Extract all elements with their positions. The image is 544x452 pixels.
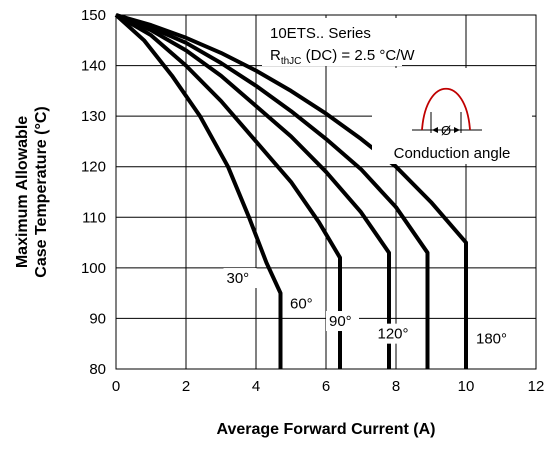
y-axis-label-line2: Case Temperature (°C) bbox=[33, 106, 50, 277]
series-labels: 30° 60° 90° 120° 180° bbox=[223, 268, 515, 349]
series-label-bg bbox=[473, 328, 515, 349]
series-label: 30° bbox=[227, 270, 250, 287]
x-tick-label: 6 bbox=[322, 378, 330, 395]
series-label-bg bbox=[326, 311, 359, 332]
inset-angle-symbol: Ø bbox=[441, 123, 451, 138]
rth-subscript: thJC bbox=[281, 56, 302, 67]
y-tick-label: 100 bbox=[81, 260, 106, 277]
y-tick-label: 140 bbox=[81, 58, 106, 75]
x-tick-label: 2 bbox=[182, 378, 190, 395]
y-tick-label: 90 bbox=[89, 310, 106, 327]
series-line bbox=[114, 13, 283, 369]
y-tick-label: 120 bbox=[81, 159, 106, 176]
series-layer bbox=[114, 13, 468, 369]
y-tick-label: 150 bbox=[81, 7, 106, 24]
series-title-text: 10ETS.. Series bbox=[270, 25, 371, 42]
y-axis-label-line1: Maximum Allowable bbox=[14, 116, 31, 268]
conduction-angle-caption: Conduction angle bbox=[394, 145, 511, 162]
series-line bbox=[115, 13, 391, 369]
annotation-box: 10ETS.. Series RthJC (DC) = 2.5 °C/W bbox=[262, 18, 415, 67]
x-tick-label: 12 bbox=[528, 378, 544, 395]
thermal-resistance-text: RthJC (DC) = 2.5 °C/W bbox=[270, 47, 415, 67]
series-label: 180° bbox=[476, 331, 507, 348]
x-tick-label: 0 bbox=[112, 378, 120, 395]
rth-symbol: R bbox=[270, 47, 281, 64]
series-label-bg bbox=[223, 268, 257, 289]
y-tick-label: 80 bbox=[89, 361, 106, 378]
series-label-bg bbox=[287, 293, 320, 314]
y-tick-label: 110 bbox=[82, 209, 106, 226]
series-label: 120° bbox=[378, 326, 409, 343]
rth-value: (DC) = 2.5 °C/W bbox=[301, 47, 415, 64]
series-label-bg bbox=[374, 323, 417, 344]
half-sine-wave-icon bbox=[421, 88, 471, 131]
x-tick-label: 8 bbox=[392, 378, 400, 395]
plot-frame bbox=[115, 14, 537, 370]
series-label: 60° bbox=[290, 295, 313, 312]
y-tick-label: 130 bbox=[81, 108, 106, 125]
series-label: 90° bbox=[329, 313, 352, 330]
x-tick-label: 10 bbox=[458, 378, 475, 395]
conduction-angle-inset: Ø Conduction angle bbox=[372, 68, 532, 164]
series-line bbox=[115, 13, 430, 369]
x-axis-label: Average Forward Current (A) bbox=[217, 421, 436, 438]
tick-labels: 0 2 4 6 8 10 12 80 90 100 110 120 130 140 150 bbox=[81, 7, 544, 395]
series-line bbox=[115, 13, 468, 369]
series-line bbox=[115, 13, 342, 369]
x-tick-label: 4 bbox=[252, 378, 260, 395]
